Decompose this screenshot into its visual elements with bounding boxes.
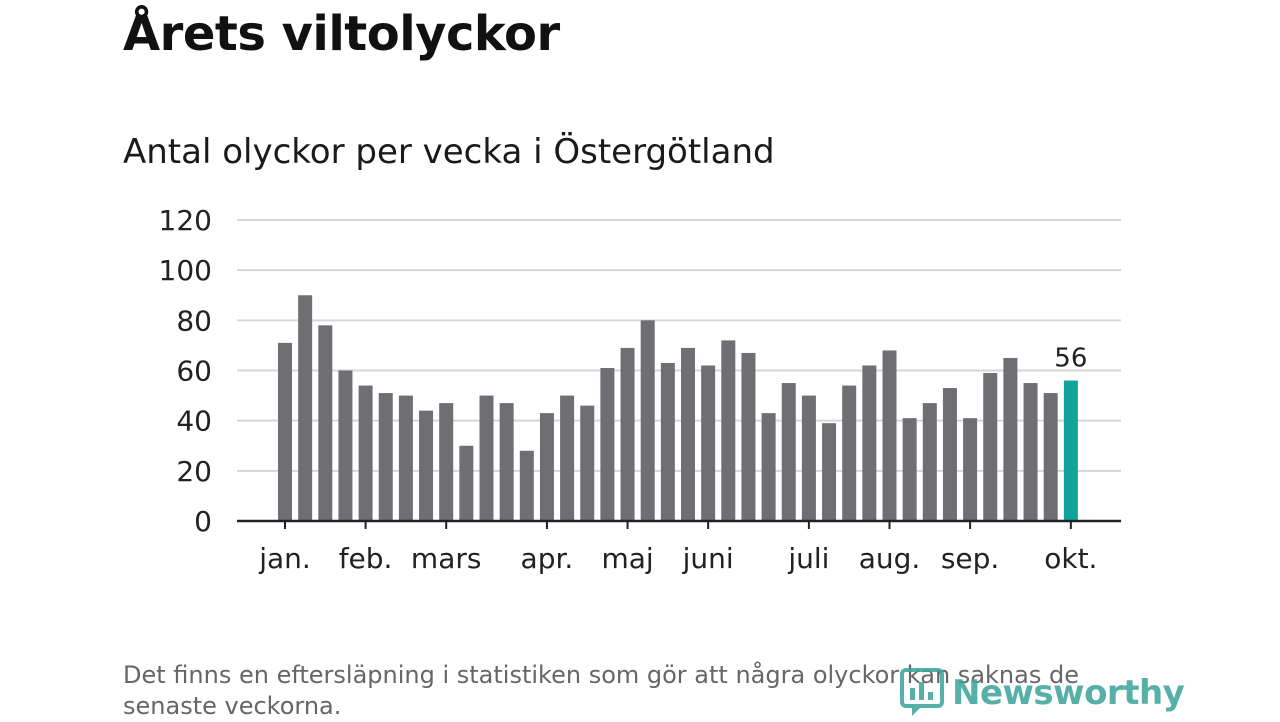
- bar: [539, 413, 554, 521]
- y-tick-label: 0: [194, 505, 212, 538]
- bar: [378, 393, 393, 521]
- brand-logo: Newsworthy: [900, 666, 1185, 720]
- bar: [580, 405, 595, 521]
- bar: [278, 342, 292, 521]
- chart-subtitle: Antal olyckor per vecka i Östergötland: [123, 132, 775, 172]
- data-labels: 56: [1054, 344, 1087, 374]
- bars: [278, 295, 1078, 521]
- bar: [922, 403, 937, 521]
- bar: [1023, 383, 1038, 521]
- bar: [1003, 357, 1018, 521]
- bar: [499, 403, 514, 521]
- x-tick-label: juni: [682, 542, 734, 575]
- y-tick-label: 60: [176, 355, 212, 388]
- bar: [358, 385, 373, 521]
- bar: [519, 450, 534, 521]
- bar: [318, 325, 333, 521]
- bar: [459, 445, 474, 521]
- newsworthy-logo-icon: [900, 668, 944, 716]
- y-tick-label: 120: [159, 204, 212, 237]
- y-axis-tick-labels: 0 20 40 60 80 100 120: [159, 204, 212, 538]
- x-tick-label: jan.: [258, 542, 311, 575]
- bar: [298, 295, 313, 521]
- x-tick-label: feb.: [339, 542, 393, 575]
- x-axis-ticks: jan. feb. mars apr. maj juni juli aug. sep. okt.: [258, 521, 1097, 575]
- bar-highlight: [1063, 380, 1078, 521]
- bar: [398, 395, 413, 521]
- x-tick-label: mars: [411, 542, 482, 575]
- brand-name: Newsworthy: [952, 673, 1185, 713]
- x-tick-label: juli: [787, 542, 829, 575]
- bar: [560, 395, 575, 521]
- bar: [983, 373, 998, 521]
- x-tick-label: sep.: [941, 542, 1000, 575]
- bar: [1043, 393, 1058, 521]
- bar: [781, 383, 796, 521]
- bar: [721, 340, 736, 521]
- bar: [660, 362, 675, 521]
- bar: [600, 367, 615, 521]
- bar: [338, 370, 353, 521]
- bar: [963, 418, 978, 521]
- x-tick-label: aug.: [859, 542, 921, 575]
- bar: [741, 352, 756, 521]
- x-tick-label: okt.: [1044, 542, 1097, 575]
- y-tick-label: 20: [176, 455, 212, 488]
- bar: [882, 350, 897, 521]
- x-tick-label: apr.: [521, 542, 574, 575]
- x-tick-label: maj: [601, 542, 653, 575]
- bar: [479, 395, 494, 521]
- bar: [419, 410, 434, 521]
- footnote: Det finns en eftersläpning i statistiken…: [123, 661, 1079, 720]
- bar: [801, 395, 816, 521]
- data-label-latest: 56: [1054, 344, 1087, 374]
- bar: [842, 385, 857, 521]
- bar: [822, 423, 837, 521]
- bar: [681, 347, 695, 521]
- bar: [701, 365, 716, 521]
- y-tick-label: 40: [176, 405, 212, 438]
- bar: [620, 347, 635, 521]
- bar: [640, 320, 655, 521]
- chart-title: Årets viltolyckor: [123, 6, 560, 62]
- y-tick-label: 100: [159, 254, 212, 287]
- bar: [902, 418, 917, 521]
- bar: [862, 365, 877, 521]
- bar: [439, 403, 454, 521]
- y-tick-label: 80: [176, 304, 212, 337]
- bar: [761, 413, 776, 521]
- bar: [942, 388, 957, 521]
